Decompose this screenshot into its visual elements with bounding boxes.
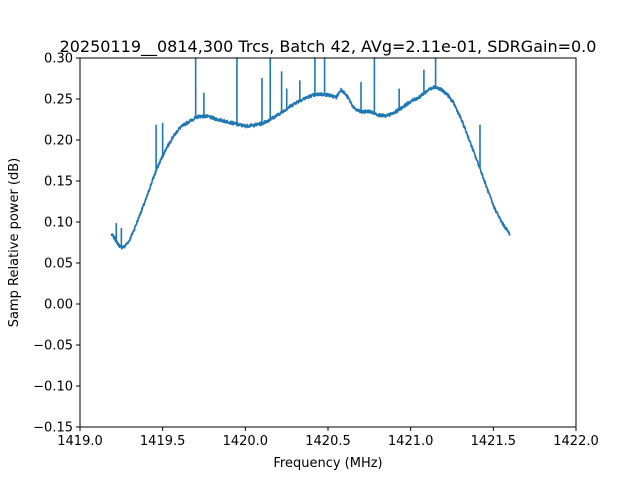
- y-tick-label: 0.25: [44, 93, 73, 108]
- x-tick-label: 1419.5: [140, 434, 186, 449]
- plot-data: [110, 57, 511, 250]
- x-axis: 1419.0 1419.5 1420.0 1420.5 1421.0 1421.5 1422…: [57, 427, 599, 449]
- chart-title: 20250119__0814,300 Trcs, Batch 42, AVg=2…: [60, 37, 597, 57]
- y-tick-label: 0.20: [44, 134, 73, 149]
- y-axis-label: Samp Relative power (dB): [7, 158, 22, 327]
- x-tick-label: 1419.0: [57, 434, 103, 449]
- y-tick-label: −0.10: [33, 380, 73, 395]
- y-axis: −0.15 −0.10 −0.05 0.00 0.05 0.10 0.15 0.20 0.25 0…: [33, 52, 80, 436]
- x-axis-label: Frequency (MHz): [273, 456, 382, 471]
- x-tick-label: 1420.5: [305, 434, 351, 449]
- series-line: [110, 57, 511, 250]
- y-tick-label: −0.05: [33, 339, 73, 354]
- y-tick-label: 0.15: [44, 175, 73, 190]
- y-tick-label: −0.15: [33, 421, 73, 436]
- y-tick-label: 0.00: [44, 298, 73, 313]
- y-tick-label: 0.30: [44, 52, 73, 67]
- x-tick-label: 1422.0: [553, 434, 599, 449]
- y-tick-label: 0.05: [44, 257, 73, 272]
- x-tick-label: 1420.0: [223, 434, 269, 449]
- x-tick-label: 1421.5: [471, 434, 517, 449]
- x-tick-label: 1421.0: [388, 434, 434, 449]
- y-tick-label: 0.10: [44, 216, 73, 231]
